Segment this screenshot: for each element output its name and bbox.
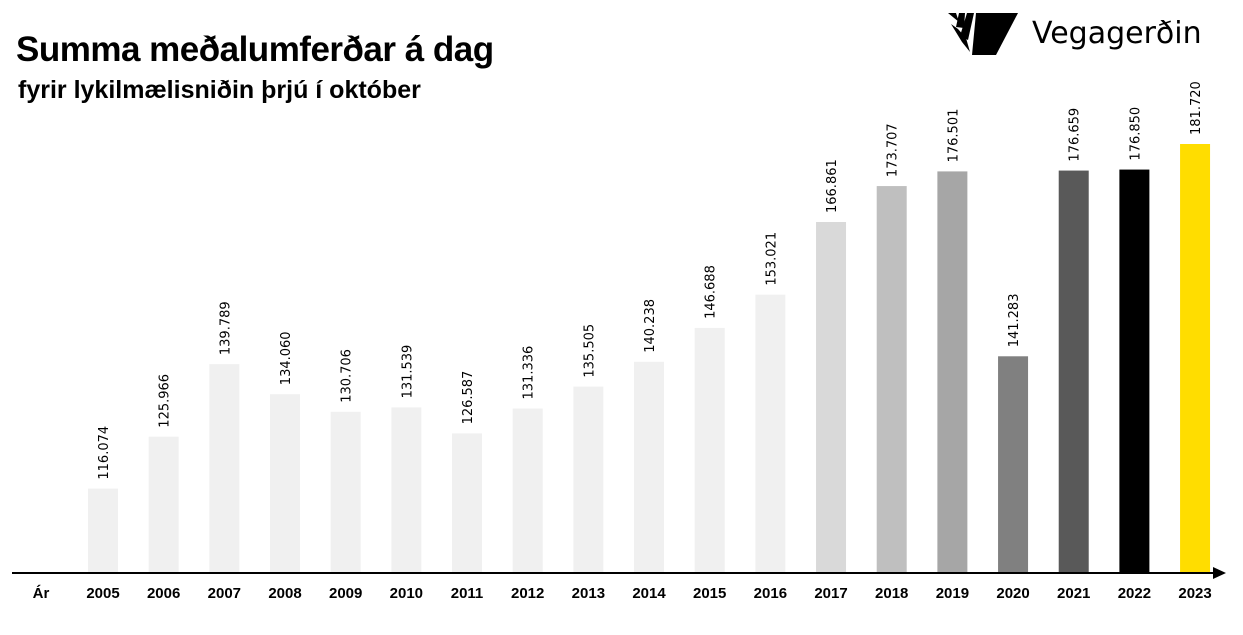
data-label-2009: 130.706 [340, 349, 355, 403]
vegagerdin-logo-icon [948, 13, 1018, 55]
data-label-2008: 134.060 [279, 331, 294, 385]
data-label-2014: 140.238 [643, 299, 658, 353]
x-tick-2007: 2007 [208, 585, 241, 602]
x-tick-2006: 2006 [147, 585, 180, 602]
bar-2006 [148, 436, 179, 573]
bar-2020 [998, 356, 1029, 573]
x-tick-2017: 2017 [814, 585, 847, 602]
bar-2019 [937, 171, 968, 573]
x-tick-2023: 2023 [1178, 585, 1211, 602]
data-label-2021: 176.659 [1068, 108, 1083, 162]
data-label-2011: 126.587 [461, 371, 476, 425]
bar-2017 [816, 222, 847, 574]
bar-2018 [876, 186, 907, 573]
x-tick-2012: 2012 [511, 585, 544, 602]
x-tick-2011: 2011 [451, 585, 484, 602]
x-axis-label: Ár [33, 585, 50, 602]
x-tick-2021: 2021 [1057, 585, 1090, 602]
x-tick-2020: 2020 [996, 585, 1029, 602]
bar-2011 [452, 433, 483, 573]
bar-2021 [1058, 170, 1089, 573]
x-tick-2005: 2005 [86, 585, 119, 602]
x-tick-2018: 2018 [875, 585, 908, 602]
x-tick-2022: 2022 [1118, 585, 1151, 602]
x-tick-2016: 2016 [754, 585, 787, 602]
bar-2008 [270, 394, 301, 573]
bar-2007 [209, 364, 240, 573]
data-label-2012: 131.336 [522, 346, 537, 400]
bar-2010 [391, 407, 422, 573]
bar-2015 [694, 327, 725, 573]
x-tick-2008: 2008 [268, 585, 301, 602]
data-label-2023: 181.720 [1189, 81, 1204, 135]
chart-title: Summa meðalumferðar á dag [16, 30, 494, 69]
logo-text: Vegagerðin [1032, 15, 1202, 51]
data-label-2015: 146.688 [704, 265, 719, 319]
data-label-2017: 166.861 [825, 159, 840, 213]
data-label-2010: 131.539 [400, 345, 415, 399]
data-label-2020: 141.283 [1007, 294, 1022, 348]
data-label-2013: 135.505 [582, 324, 597, 378]
data-label-2016: 153.021 [764, 232, 779, 286]
data-label-2007: 139.789 [218, 301, 233, 355]
data-label-2006: 125.966 [158, 374, 173, 428]
x-axis-arrow-icon [1213, 567, 1226, 579]
data-label-2005: 116.074 [97, 426, 112, 480]
bar-2023 [1180, 144, 1211, 573]
bar-2012 [512, 408, 543, 573]
x-tick-2014: 2014 [632, 585, 666, 602]
bar-2016 [755, 294, 786, 573]
bar-2009 [330, 411, 361, 573]
bar-2005 [88, 488, 118, 573]
chart-subtitle: fyrir lykilmælisniðin þrjú í október [18, 76, 421, 104]
data-label-2022: 176.850 [1128, 107, 1143, 161]
x-tick-2015: 2015 [693, 585, 726, 602]
data-label-2019: 176.501 [946, 109, 961, 163]
x-tick-2010: 2010 [390, 585, 423, 602]
x-tick-2013: 2013 [572, 585, 605, 602]
data-label-2018: 173.707 [886, 123, 901, 177]
x-tick-2019: 2019 [936, 585, 969, 602]
bar-2013 [573, 386, 604, 573]
bar-2014 [634, 361, 665, 573]
x-tick-2009: 2009 [329, 585, 362, 602]
vegagerdin-logo: Vegagerðin [946, 10, 1202, 56]
bar-2022 [1119, 169, 1150, 573]
